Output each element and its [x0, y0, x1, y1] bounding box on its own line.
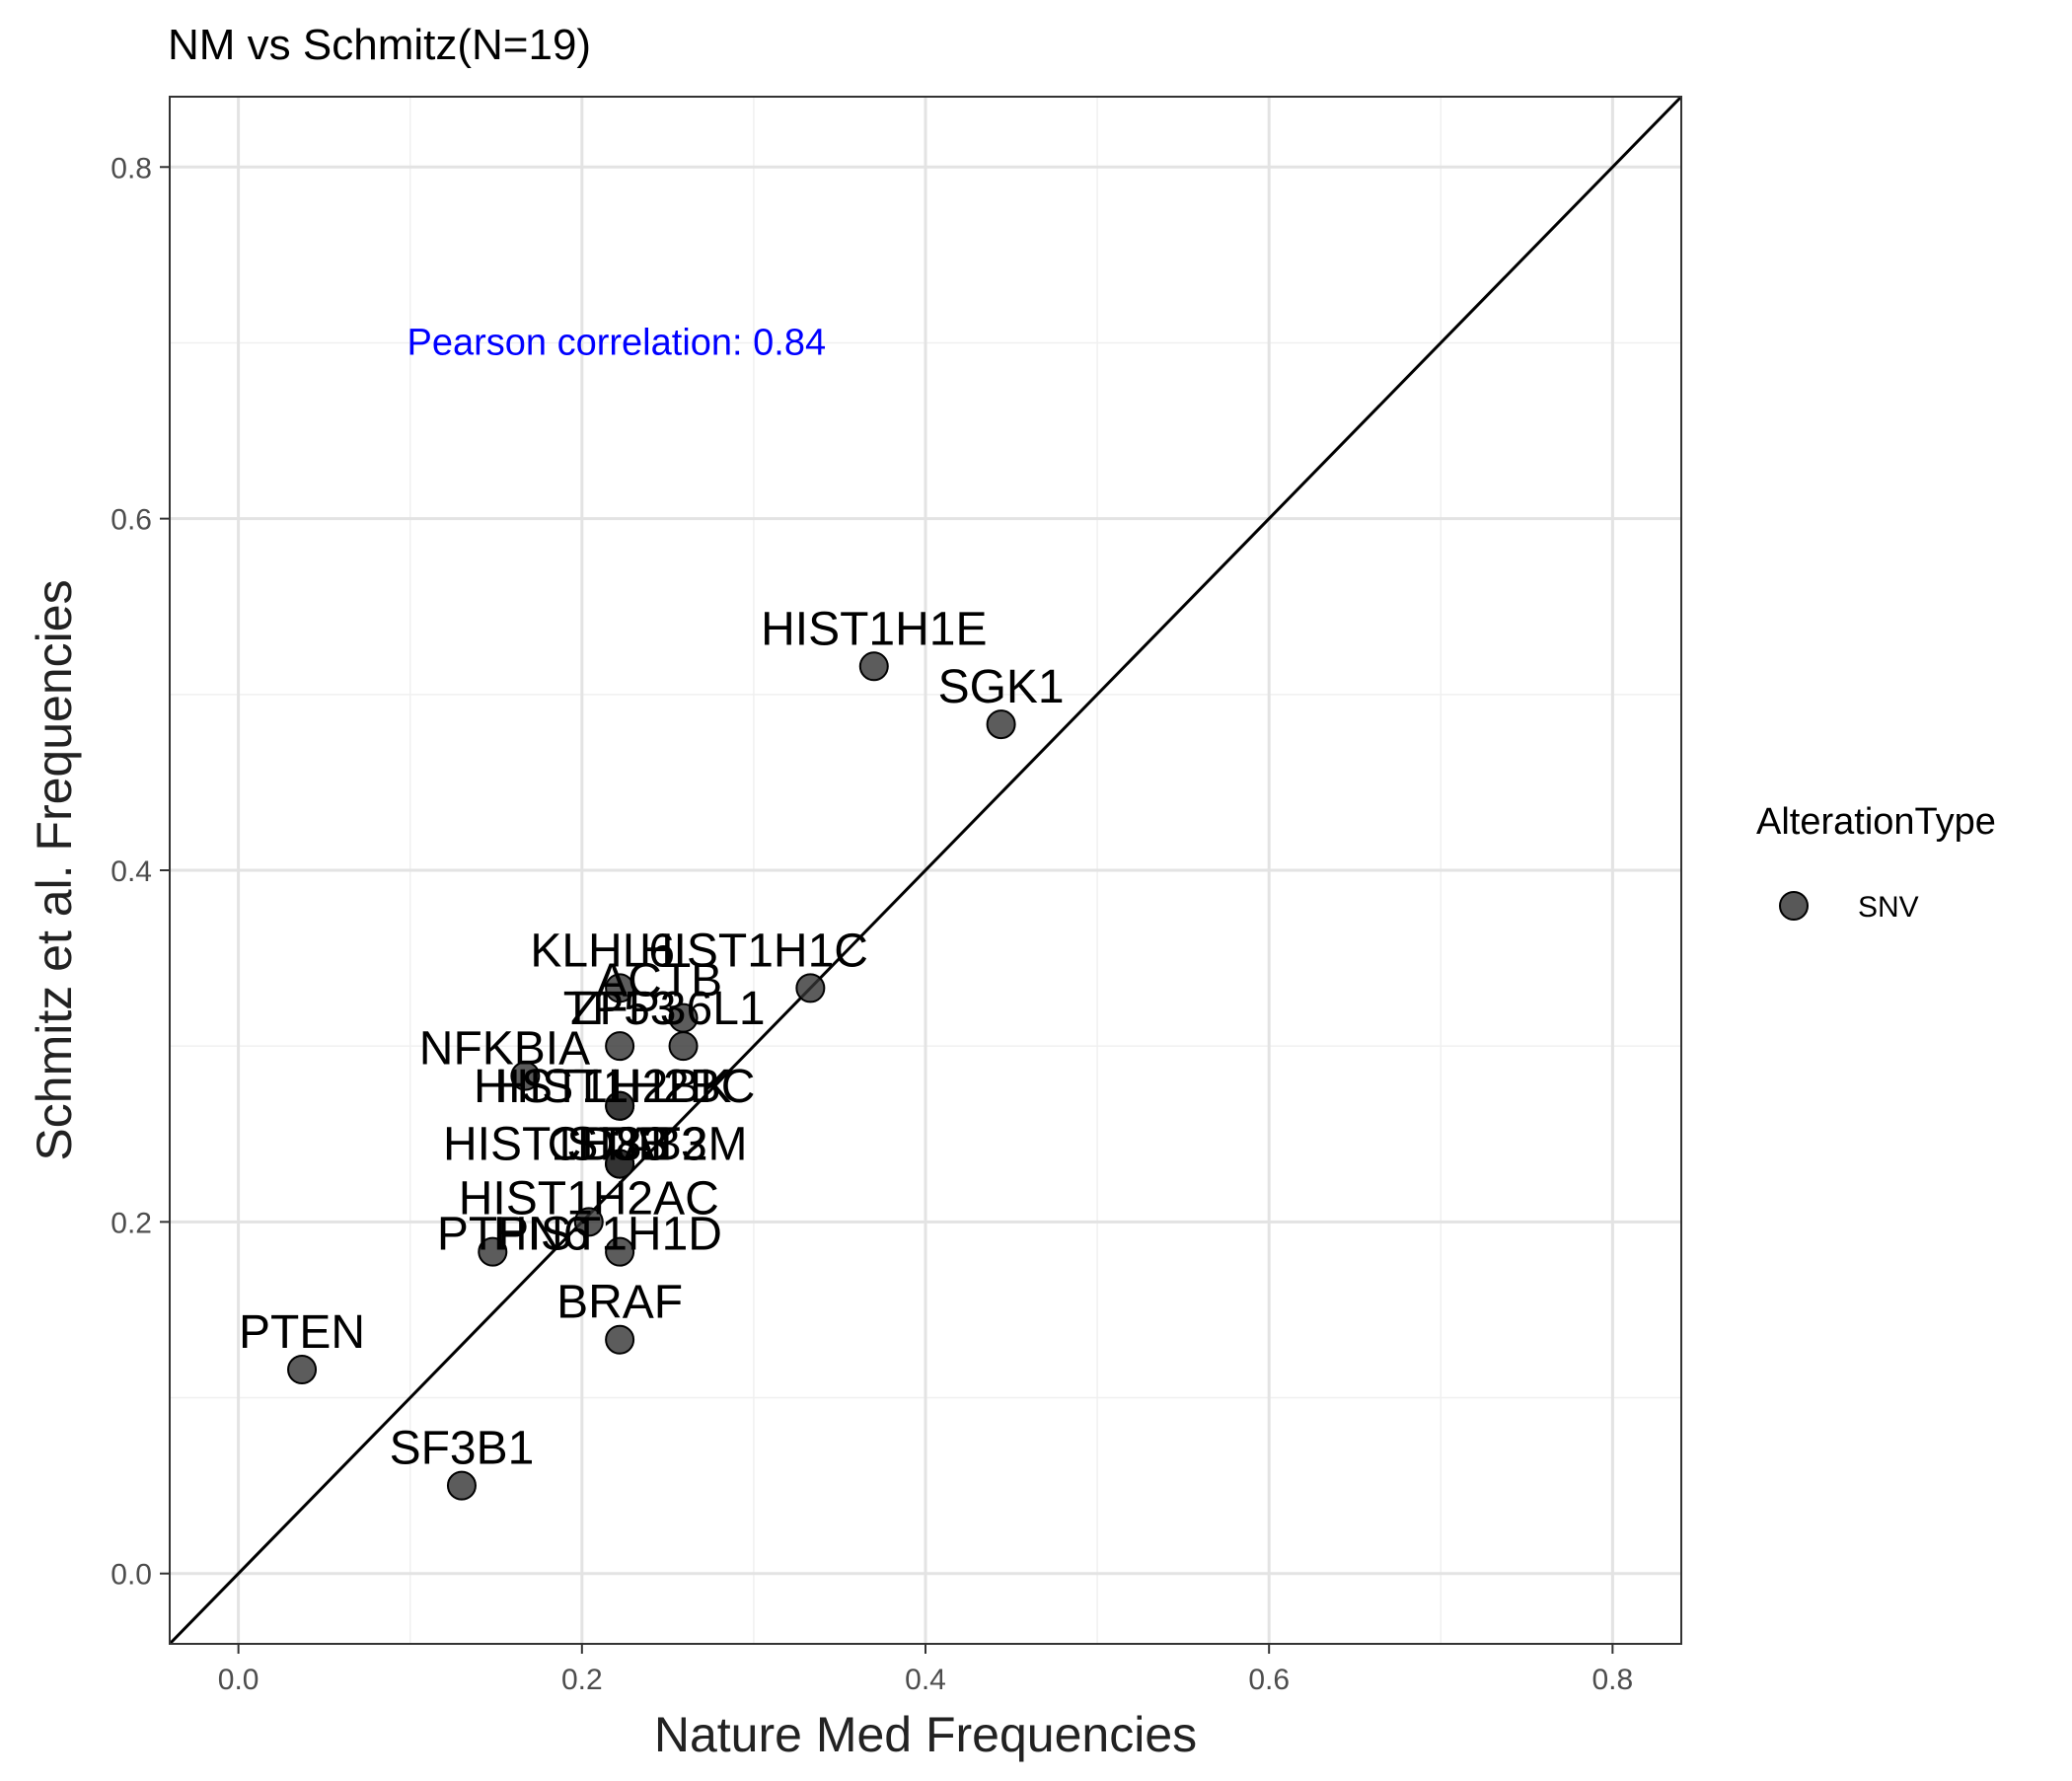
point-label-nfkbia: NFKBIA — [419, 1022, 590, 1075]
y-tick-label: 0.4 — [111, 855, 152, 888]
data-point-pten — [287, 1355, 318, 1385]
point-label-ptpn6: PTPN6 — [437, 1209, 590, 1261]
data-point-hist1h1d — [605, 1236, 635, 1267]
point-label-hist1h1e: HIST1H1E — [761, 603, 987, 655]
point-label-hist1h2ac: HIST1H2AC — [459, 1172, 719, 1224]
point-label-pten: PTEN — [239, 1306, 365, 1359]
point-label-actb: ACTB — [596, 955, 722, 1007]
point-label-klhl6: KLHL6 — [530, 925, 675, 977]
data-point-braf — [605, 1324, 635, 1355]
data-point-ptpn6 — [478, 1236, 508, 1267]
y-tick-label: 0.6 — [111, 504, 152, 537]
point-label-hist1h2bk: HIST1H2BK — [474, 1061, 731, 1113]
data-point-sgk1 — [986, 709, 1016, 740]
data-point-tp53 — [605, 1031, 635, 1062]
data-point-klhl6 — [605, 973, 635, 1003]
point-label-zfp36l1: ZFP36L1 — [570, 983, 765, 1035]
point-label-cd83: CD83 — [548, 1119, 669, 1171]
legend-title: AlterationType — [1756, 801, 1996, 843]
x-tick-label: 0.8 — [1592, 1664, 1634, 1696]
point-label-braf: BRAF — [556, 1277, 683, 1329]
data-point-hist1h2ac — [573, 1207, 604, 1237]
pearson-annotation: Pearson correlation: 0.84 — [407, 322, 827, 363]
point-label-hist1h2bc: HIST1H2BC — [494, 1061, 755, 1113]
x-axis-title: Nature Med Frequencies — [654, 1707, 1197, 1762]
point-label-sf3b1: SF3B1 — [390, 1423, 535, 1475]
point-labels-layer: HIST1H1E SGK1 KLHL6HIST1H1CACTBZFP36L1TP53… — [239, 603, 1065, 1474]
point-label-hist1h1d: HIST1H1D — [493, 1209, 722, 1261]
x-tick-label: 0.0 — [218, 1664, 259, 1696]
axis-layer: 0.0 0.2 0.4 0.6 0.8 0.0 0.2 0.4 0.6 0.8 — [111, 152, 1633, 1696]
data-point-zfp36l1 — [668, 1031, 699, 1062]
point-label-sgk1: SGK1 — [938, 661, 1065, 713]
points-layer — [287, 651, 1016, 1501]
data-point-hist1h2bk — [605, 1090, 635, 1121]
y-tick-label: 0.0 — [111, 1559, 152, 1592]
y-tick-label: 0.2 — [111, 1207, 152, 1239]
data-point-hist1h1c — [795, 973, 826, 1003]
identity-reference-line — [168, 95, 1683, 1646]
data-point-stat3 — [605, 1149, 635, 1179]
data-point-nfkbia — [510, 1061, 541, 1091]
x-tick-label: 0.4 — [905, 1664, 946, 1696]
legend: AlterationType SNV — [1756, 801, 1996, 924]
x-tick-label: 0.6 — [1248, 1664, 1290, 1696]
reference-line-layer — [168, 95, 1683, 1646]
data-point-hist1h1e — [858, 651, 889, 682]
point-label-hist1h1c: HIST1H1C — [639, 925, 868, 977]
y-tick-label: 0.8 — [111, 152, 152, 185]
point-label-b2m: B2M — [650, 1119, 748, 1171]
point-label-stat3: STAT3 — [566, 1119, 706, 1171]
y-axis-title: Schmitz et al. Frequencies — [27, 579, 82, 1160]
chart-title: NM vs Schmitz(N=19) — [168, 21, 591, 69]
legend-key-snv — [1779, 891, 1809, 921]
point-label-hist1h3b: HIST1H3B — [443, 1119, 669, 1171]
data-point-sf3b1 — [446, 1470, 477, 1501]
x-tick-label: 0.2 — [561, 1664, 603, 1696]
point-label-tp53: TP53 — [563, 983, 677, 1035]
legend-label-snv: SNV — [1858, 891, 1919, 924]
